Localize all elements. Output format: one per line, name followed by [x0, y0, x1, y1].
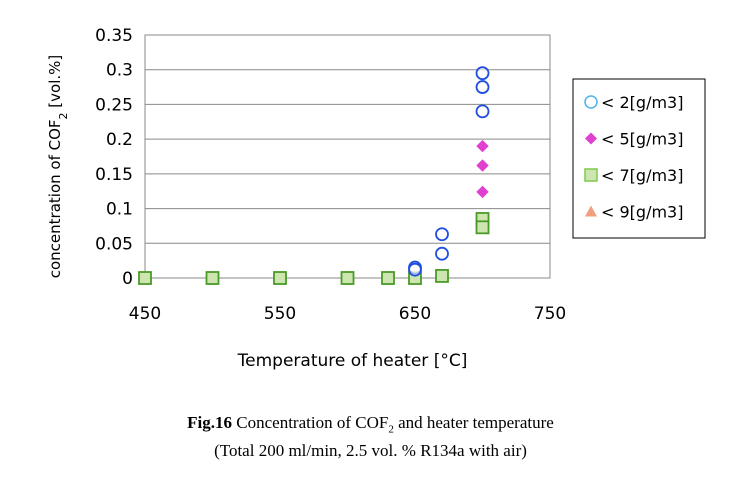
y-tick-label: 0.05 [95, 234, 133, 254]
y-tick-label: 0 [122, 269, 133, 289]
data-point [476, 139, 489, 153]
data-point [273, 271, 287, 285]
plot-area [144, 34, 551, 279]
legend-marker [584, 168, 598, 182]
x-tick-label: 450 [129, 304, 161, 324]
data-point [476, 185, 489, 199]
y-axis-title-main: concentration of COF [46, 119, 64, 278]
data-point [435, 227, 449, 242]
data-point [408, 262, 422, 277]
data-point [475, 220, 490, 235]
y-tick-label: 0.2 [106, 130, 133, 150]
data-point [340, 271, 355, 285]
caption-title-sub: 2 [388, 423, 394, 436]
y-tick-label: 0.35 [95, 26, 133, 46]
y-tick-label: 0.1 [106, 200, 133, 220]
legend-marker [584, 95, 598, 109]
legend-label: < 7[g/m3] [601, 166, 683, 185]
data-point [435, 269, 449, 283]
x-axis-title: Temperature of heater [°C] [237, 351, 468, 371]
x-tick-label: 650 [399, 304, 431, 324]
data-point [381, 271, 395, 285]
figure-caption: Fig.16 Concentration of COF2 and heater … [0, 412, 741, 462]
data-point [475, 80, 490, 94]
data-point [475, 66, 490, 81]
grid-lines [145, 34, 550, 244]
legend-items: < 2[g/m3] < 5[g/m3] < 7[g/m3] < 9[g/m3] [584, 93, 683, 222]
legend: < 2[g/m3] < 5[g/m3] < 7[g/m3] < 9[g/m3] [572, 78, 706, 239]
legend-marker [585, 205, 597, 217]
caption-line-1: Fig.16 Concentration of COF2 and heater … [0, 412, 741, 440]
caption-line-2: (Total 200 ml/min, 2.5 vol. % R134a with… [214, 441, 527, 461]
caption-title-end: and heater temperature [393, 413, 554, 432]
y-axis-title-sub: 2 [57, 112, 70, 119]
caption-figure-label: Fig.16 [187, 413, 233, 432]
y-tick-label: 0.15 [95, 165, 133, 185]
y-axis-title: concentration of COF2 [vol.%] [46, 55, 70, 279]
data-points [138, 66, 490, 285]
y-tick-label: 0.25 [95, 95, 133, 115]
data-point [475, 104, 490, 119]
data-point [476, 159, 489, 172]
data-point [435, 246, 449, 261]
legend-item: < 9[g/m3] [585, 203, 683, 222]
legend-label: < 5[g/m3] [601, 130, 683, 149]
legend-item: < 5[g/m3] [585, 130, 683, 149]
caption-title: Concentration of COF [232, 413, 389, 432]
x-tick-label: 750 [534, 304, 566, 324]
legend-label: < 2[g/m3] [601, 93, 683, 112]
data-point [205, 271, 220, 285]
y-axis-title-unit: [vol.%] [46, 55, 64, 113]
y-tick-label: 0.3 [106, 61, 133, 81]
y-tick-labels: 0 0.05 0.1 0.15 0.2 0.25 0.3 0.35 [95, 26, 133, 289]
x-tick-label: 550 [264, 304, 296, 324]
legend-item: < 2[g/m3] [584, 93, 683, 112]
legend-label: < 9[g/m3] [601, 203, 683, 222]
data-point [138, 271, 152, 285]
scatter-chart: 00.050.10.150.20.250.30.35 450 550 650 750 … [46, 26, 706, 371]
legend-marker [585, 132, 597, 145]
x-tick-labels: 450 550 650 750 [129, 304, 566, 324]
legend-item: < 7[g/m3] [584, 166, 683, 185]
